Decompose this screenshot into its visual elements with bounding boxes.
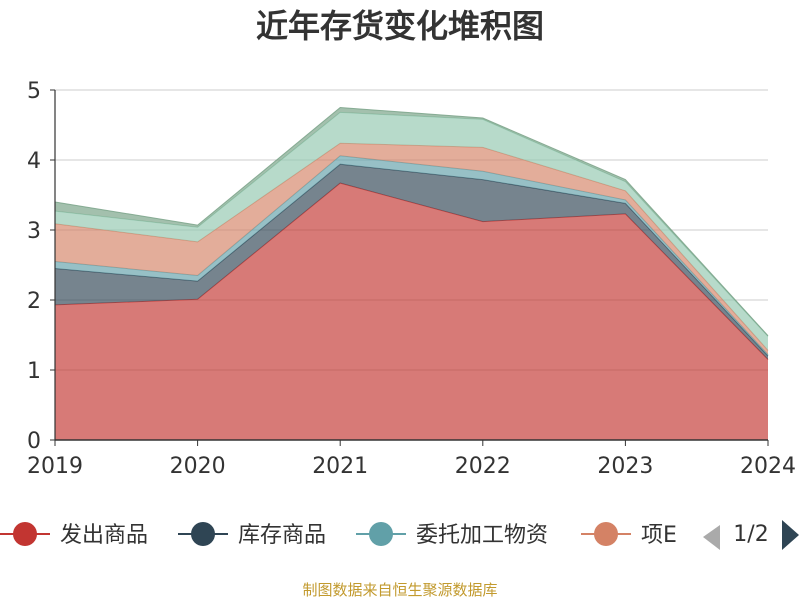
legend-label: 库存商品 [238,523,326,548]
y-tick-label: 4 [27,149,41,174]
legend-circle-marker [594,522,618,546]
series-line-6 [54,106,769,337]
y-tick-label: 2 [27,289,41,314]
legend-label: 发出商品 [60,523,148,548]
axes [54,90,768,441]
y-axis-ticks: 0 1 2 3 4 5 [27,79,55,454]
stacked-areas [54,106,769,440]
legend-item[interactable]: 发出商品 [0,522,148,548]
legend-circle-marker [369,522,393,546]
x-tick-label: 2019 [27,454,83,479]
triangle-right-icon[interactable] [782,520,799,550]
x-tick-label: 2024 [740,454,796,479]
x-tick-label: 2021 [312,454,368,479]
triangle-left-icon[interactable] [703,525,720,550]
legend-item[interactable]: 库存商品 [178,522,326,548]
data-source-note: 制图数据来自恒生聚源数据库 [302,581,497,599]
area-series-4 [55,143,768,355]
chart-title: 近年存货变化堆积图 [256,7,544,45]
legend-page-indicator: 1/2 [733,522,768,547]
x-tick-label: 2023 [597,454,653,479]
legend[interactable]: 发出商品 库存商品 委托加工物资 项E [0,522,677,548]
legend-label: 委托加工物资 [416,523,548,548]
y-tick-label: 1 [27,359,41,384]
x-axis-ticks: 2019 2020 2021 2022 2023 2024 [27,440,796,479]
x-tick-label: 2022 [455,454,511,479]
y-tick-label: 3 [27,219,41,244]
area-series-2 [55,164,768,360]
area-series-5 [55,112,768,351]
x-tick-label: 2020 [170,454,226,479]
legend-label: 项E [641,523,677,548]
legend-circle-marker [13,522,37,546]
legend-item[interactable]: 委托加工物资 [356,522,548,548]
y-tick-label: 5 [27,79,41,104]
legend-circle-marker [191,522,215,546]
area-series-1 [55,183,768,440]
y-tick-label: 0 [27,429,41,454]
legend-item[interactable]: 项E [581,522,677,548]
